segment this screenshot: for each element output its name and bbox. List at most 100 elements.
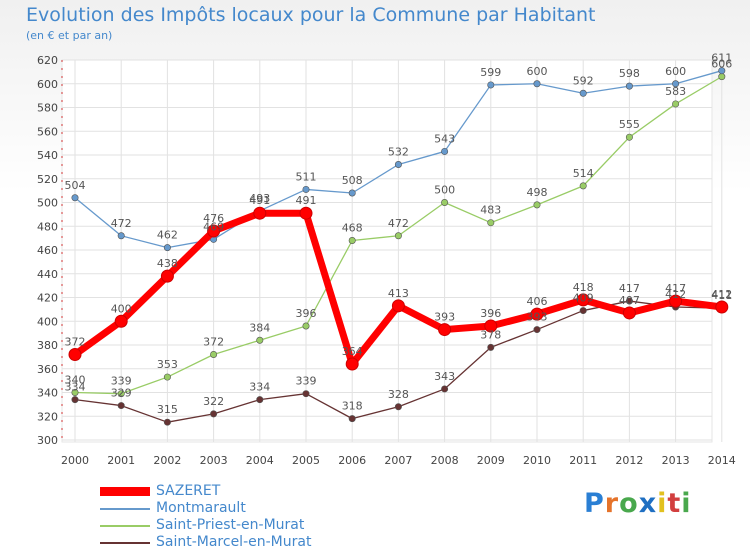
data-label: 491 bbox=[296, 194, 317, 207]
data-label: 339 bbox=[296, 375, 317, 388]
data-point bbox=[163, 418, 171, 426]
legend-label: Saint-Marcel-en-Murat bbox=[156, 534, 312, 550]
x-tick-label: 2003 bbox=[200, 454, 228, 467]
data-point bbox=[391, 299, 405, 313]
data-point bbox=[672, 100, 680, 108]
x-tick-label: 2006 bbox=[338, 454, 366, 467]
data-label: 462 bbox=[157, 229, 178, 242]
y-tick-label: 540 bbox=[37, 149, 58, 162]
data-point bbox=[117, 390, 125, 398]
data-point bbox=[533, 326, 541, 334]
data-point bbox=[302, 322, 310, 330]
axes: 300 320 340 360 380 400 420 440 460 480 500 520 540 5… bbox=[37, 54, 736, 467]
y-tick-label: 560 bbox=[37, 125, 58, 138]
data-label: 606 bbox=[711, 58, 732, 71]
data-point bbox=[256, 336, 264, 344]
data-label: 491 bbox=[249, 194, 270, 207]
data-point bbox=[210, 410, 218, 418]
data-label: 384 bbox=[249, 321, 270, 334]
data-point bbox=[256, 396, 264, 404]
data-point bbox=[114, 314, 128, 328]
data-label: 400 bbox=[111, 302, 132, 315]
data-label: 543 bbox=[434, 132, 455, 145]
data-label: 334 bbox=[249, 381, 270, 394]
data-point bbox=[68, 348, 82, 361]
data-label: 393 bbox=[527, 311, 548, 324]
data-label: 483 bbox=[480, 204, 501, 217]
data-point bbox=[302, 390, 310, 398]
data-point bbox=[163, 373, 171, 381]
x-tick-label: 2011 bbox=[569, 454, 597, 467]
data-point bbox=[345, 357, 359, 371]
data-point bbox=[71, 194, 79, 202]
x-tick-label: 2012 bbox=[615, 454, 643, 467]
data-label: 328 bbox=[388, 388, 409, 401]
data-point bbox=[487, 81, 495, 89]
legend-swatch bbox=[100, 525, 150, 527]
data-point bbox=[715, 300, 729, 314]
data-point bbox=[210, 350, 218, 358]
series-lines bbox=[68, 67, 729, 426]
data-point bbox=[622, 306, 636, 320]
legend-item: Saint-Marcel-en-Murat bbox=[100, 534, 420, 552]
data-point bbox=[672, 80, 680, 88]
data-label: 583 bbox=[665, 85, 686, 98]
data-label: 469 bbox=[203, 220, 224, 233]
data-label: 418 bbox=[573, 281, 594, 294]
data-point bbox=[299, 206, 313, 220]
x-tick-label: 2007 bbox=[384, 454, 412, 467]
data-point bbox=[441, 199, 449, 207]
y-tick-label: 460 bbox=[37, 244, 58, 257]
data-label: 412 bbox=[711, 288, 732, 301]
data-point bbox=[438, 323, 452, 337]
data-label: 372 bbox=[203, 336, 224, 349]
y-tick-label: 600 bbox=[37, 78, 58, 91]
data-label: 600 bbox=[665, 65, 686, 78]
data-label: 493 bbox=[249, 192, 270, 205]
data-label: 511 bbox=[296, 170, 317, 183]
data-point bbox=[71, 396, 79, 404]
data-point bbox=[718, 73, 726, 81]
legend-item: Saint-Priest-en-Murat bbox=[100, 517, 420, 535]
data-point bbox=[579, 89, 587, 97]
data-label: 339 bbox=[111, 375, 132, 388]
data-point bbox=[530, 307, 544, 321]
data-label: 504 bbox=[65, 179, 86, 192]
data-point bbox=[394, 232, 402, 240]
data-label: 468 bbox=[342, 222, 363, 235]
data-label: 500 bbox=[434, 184, 455, 197]
data-point bbox=[302, 185, 310, 193]
y-tick-label: 400 bbox=[37, 315, 58, 328]
data-point bbox=[394, 403, 402, 411]
data-point bbox=[576, 293, 590, 307]
x-tick-label: 2010 bbox=[523, 454, 551, 467]
data-label: 438 bbox=[157, 257, 178, 270]
y-tick-label: 300 bbox=[37, 434, 58, 447]
data-point bbox=[487, 343, 495, 351]
x-tick-label: 2014 bbox=[708, 454, 736, 467]
data-point bbox=[487, 219, 495, 227]
data-label: 412 bbox=[665, 288, 686, 301]
data-point bbox=[441, 147, 449, 155]
y-tick-label: 580 bbox=[37, 102, 58, 115]
data-point bbox=[441, 385, 449, 393]
data-label: 393 bbox=[434, 311, 455, 324]
data-label: 329 bbox=[111, 387, 132, 400]
data-point bbox=[348, 415, 356, 423]
proxiti-logo: Proxiti bbox=[584, 488, 692, 519]
legend-swatch bbox=[100, 508, 150, 510]
data-point bbox=[625, 133, 633, 141]
y-tick-label: 440 bbox=[37, 268, 58, 281]
data-label: 378 bbox=[480, 328, 501, 341]
data-point bbox=[117, 232, 125, 240]
data-label: 411 bbox=[711, 289, 732, 302]
data-label: 498 bbox=[527, 186, 548, 199]
data-label: 318 bbox=[342, 400, 363, 413]
legend-item: Montmarault bbox=[100, 500, 420, 518]
data-point bbox=[669, 294, 683, 308]
data-label: 472 bbox=[111, 217, 132, 230]
x-tick-label: 2005 bbox=[292, 454, 320, 467]
data-label: 343 bbox=[434, 370, 455, 383]
data-label: 592 bbox=[573, 74, 594, 87]
